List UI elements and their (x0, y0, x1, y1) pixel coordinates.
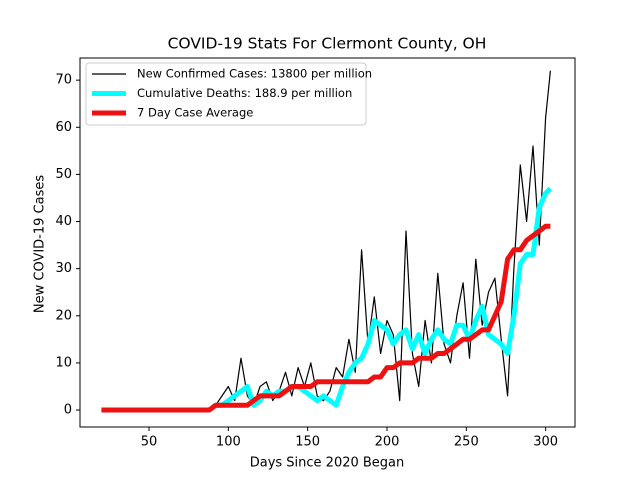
legend-label: New Confirmed Cases: 13800 per million (137, 67, 372, 81)
x-tick-label: 300 (533, 435, 558, 450)
legend: New Confirmed Cases: 13800 per million Cu… (85, 62, 372, 126)
x-tick-label: 100 (216, 435, 241, 450)
legend-box (85, 62, 367, 126)
y-tick-label: 70 (55, 73, 72, 88)
y-tick-label: 60 (55, 120, 72, 135)
legend-label: 7 Day Case Average (137, 106, 253, 120)
y-tick-label: 50 (55, 167, 72, 182)
plot-frame (79, 57, 576, 428)
y-tick-label: 30 (55, 261, 72, 276)
y-tick-label: 20 (55, 308, 72, 323)
y-axis-label: New COVID-19 Cases (33, 175, 48, 313)
x-tick-label: 250 (454, 435, 479, 450)
series-line (101, 223, 551, 413)
x-axis-label: Days Since 2020 Began (250, 456, 405, 471)
x-tick-label: 150 (295, 435, 320, 450)
chart-title: COVID-19 Stats For Clermont County, OH (168, 35, 487, 53)
x-tick-label: 50 (141, 435, 158, 450)
y-tick-label: 40 (55, 214, 72, 229)
legend-label: Cumulative Deaths: 188.9 per million (137, 86, 352, 100)
y-tick-label: 0 (64, 403, 72, 418)
series-line (208, 70, 551, 411)
y-tick-label: 10 (55, 355, 72, 370)
x-tick-label: 200 (375, 435, 400, 450)
